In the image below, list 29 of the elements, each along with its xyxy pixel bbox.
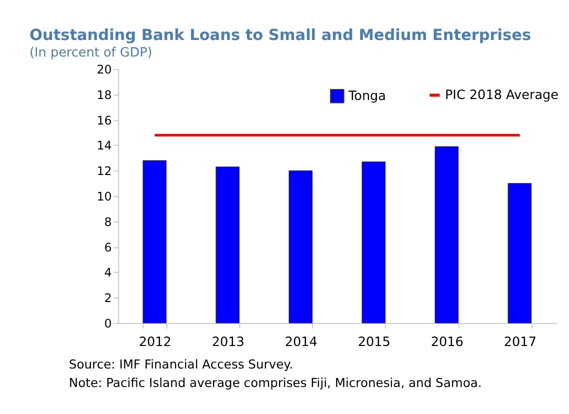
y-tick-label: 18 xyxy=(96,88,112,102)
text: Note: Pacific Island average comprises Fiji, Micronesia, and Samoa. xyxy=(68,376,482,390)
chart-subtitle: (In percent of GDP) xyxy=(30,45,152,60)
x-tick-label: 2012 xyxy=(138,335,172,350)
chart-title: Outstanding Bank Loans to Small and Medium Enterprises xyxy=(30,26,532,44)
bar xyxy=(434,146,459,324)
x-tick-label: 2016 xyxy=(430,335,464,350)
bar xyxy=(362,162,386,324)
y-tick-label: 14 xyxy=(96,138,112,153)
y-tick-label: 20 xyxy=(96,62,112,76)
source-note: Source: IMF Financial Access Survey. xyxy=(68,357,294,372)
x-tick-label: 2013 xyxy=(212,335,244,350)
legend-label: PIC 2018 Average xyxy=(444,88,559,104)
y-tick-label: 0 xyxy=(104,316,112,330)
y-tick-label: 8 xyxy=(104,214,112,229)
y-tick-label: 2 xyxy=(104,291,112,306)
x-tick-label: 2017 xyxy=(504,335,536,350)
y-tick-label: 4 xyxy=(104,266,112,280)
bar xyxy=(142,160,167,324)
y-tick-label: 16 xyxy=(96,113,112,128)
x-tick-label: 2014 xyxy=(284,335,318,350)
legend-label: Tonga xyxy=(347,89,386,104)
bar xyxy=(216,166,240,324)
y-tick-label: 12 xyxy=(96,164,112,178)
y-tick-label: 6 xyxy=(104,240,112,254)
y-tick-label: 10 xyxy=(96,189,112,204)
bar xyxy=(288,170,313,324)
x-tick-label: 2015 xyxy=(358,335,390,350)
bar xyxy=(508,183,532,324)
